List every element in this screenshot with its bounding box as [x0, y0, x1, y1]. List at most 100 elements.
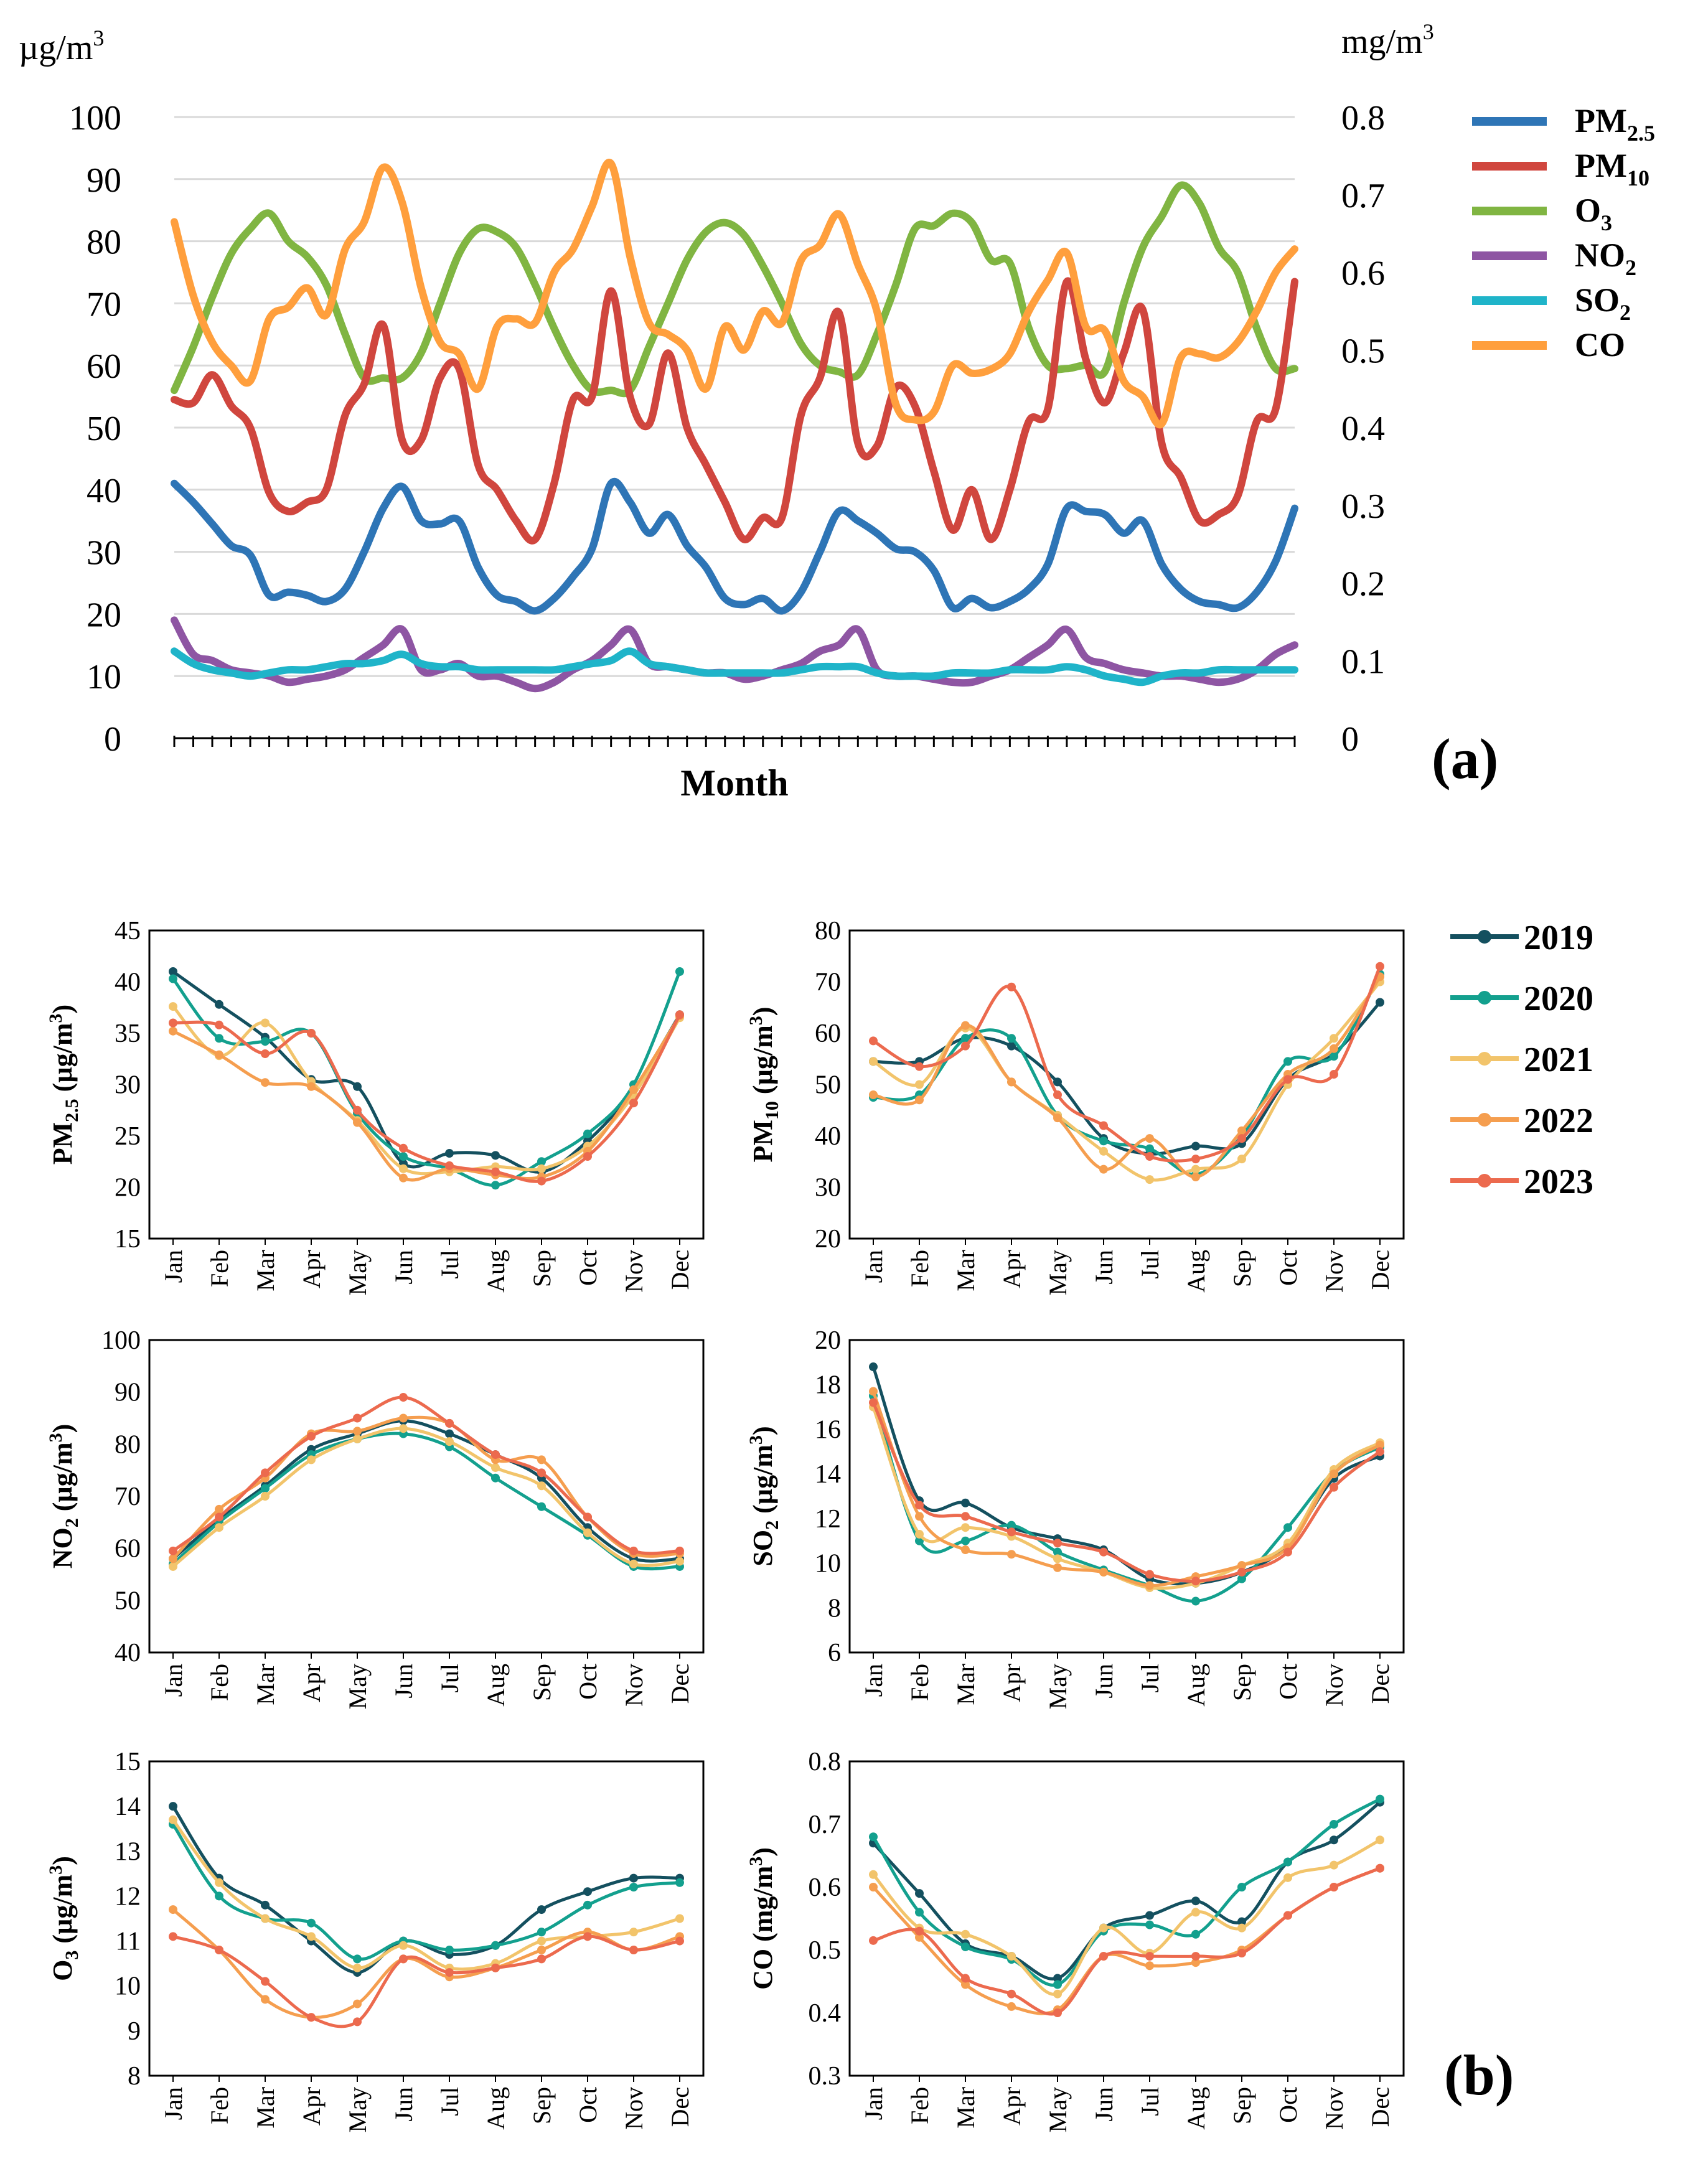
y-title-sup: 3 — [45, 1865, 66, 1875]
series-line-2020 — [172, 1432, 680, 1571]
data-point-2023 — [1330, 1483, 1338, 1492]
data-point-2020 — [537, 1928, 546, 1937]
x-tick-label: Oct — [1274, 2087, 1302, 2123]
data-point-2021 — [1099, 1146, 1108, 1156]
data-point-2021 — [353, 1434, 362, 1443]
y-title-close: ) — [748, 1847, 778, 1857]
data-point-2019 — [1237, 1917, 1246, 1926]
data-point-2019 — [1191, 1896, 1200, 1906]
data-point-2023 — [1053, 1090, 1062, 1099]
data-point-2022 — [915, 1512, 924, 1521]
data-point-2021 — [353, 1963, 362, 1972]
legend-marker — [1478, 1052, 1491, 1066]
x-tick-label: Aug — [482, 2087, 510, 2130]
x-tick-label: Mar — [251, 1250, 279, 1291]
data-point-2021 — [1007, 1952, 1016, 1961]
data-point-2023 — [491, 1963, 500, 1972]
data-point-2023 — [445, 1418, 454, 1428]
legend-sub: 3 — [1601, 210, 1612, 235]
x-tick-label: Oct — [1274, 1250, 1302, 1286]
data-point-2021 — [399, 1424, 408, 1433]
y-tick-label-left: 10 — [87, 658, 121, 696]
series-line-2023 — [873, 1867, 1381, 2016]
data-point-2022 — [961, 1545, 970, 1555]
data-point-2022 — [1007, 1550, 1016, 1559]
series-line-2022 — [172, 1015, 682, 1182]
data-point-2020 — [961, 1034, 970, 1043]
x-tick-label: Feb — [205, 2087, 233, 2124]
data-point-2023 — [353, 2017, 362, 2027]
x-tick-label: Apr — [298, 2087, 326, 2125]
data-point-2021 — [261, 1914, 270, 1923]
data-point-2023 — [915, 1501, 924, 1510]
y-tick-label: 20 — [115, 1174, 141, 1202]
data-point-2020 — [445, 1946, 454, 1954]
data-point-2020 — [869, 1832, 878, 1842]
y-axis-title: CO (mg/m3) — [746, 1847, 778, 1990]
y-title-sub: 2.5 — [62, 1099, 82, 1122]
data-point-2021 — [1191, 1908, 1200, 1917]
y-title-unit: (µg/m — [47, 1023, 78, 1099]
x-tick-label: Jul — [1136, 1664, 1164, 1693]
x-tick-label: Jun — [1090, 1664, 1118, 1699]
y-title-unit: (µg/m — [748, 1445, 778, 1521]
legend-sub: 10 — [1627, 166, 1649, 190]
x-tick-label: Apr — [298, 1664, 326, 1702]
x-tick-label: Jun — [390, 2087, 418, 2122]
data-point-2019 — [1191, 1141, 1200, 1151]
series-line-2021 — [172, 1005, 682, 1176]
y-tick-label: 13 — [115, 1837, 141, 1866]
x-tick-label: Jan — [860, 1250, 888, 1283]
data-point-2023 — [961, 1041, 970, 1051]
y-tick-label: 10 — [815, 1550, 841, 1578]
y-title-sup: 3 — [746, 1857, 766, 1866]
series-line-so2 — [171, 647, 1298, 687]
data-point-2023 — [1191, 1952, 1200, 1961]
data-point-2021 — [1330, 1860, 1338, 1870]
data-point-2023 — [1191, 1155, 1200, 1164]
data-point-2022 — [399, 1413, 408, 1423]
data-point-2023 — [915, 1062, 924, 1071]
series-line-pm25 — [171, 477, 1298, 615]
y-tick-label: 14 — [815, 1460, 841, 1489]
data-point-2021 — [307, 1455, 316, 1465]
series-line-2022 — [871, 1390, 1381, 1587]
y-tick-label-right: 0.2 — [1341, 565, 1385, 604]
data-point-2023 — [961, 1974, 970, 1983]
unit-sup: 3 — [93, 26, 104, 50]
y-tick-label: 100 — [101, 1326, 141, 1355]
data-point-2023 — [869, 1936, 878, 1945]
x-tick-label: Jul — [436, 1664, 464, 1693]
data-point-2021 — [399, 1941, 408, 1950]
x-tick-label: Nov — [620, 1250, 648, 1293]
y-tick-label: 18 — [815, 1371, 841, 1400]
y-tick-label: 70 — [815, 968, 841, 997]
data-point-2022 — [1053, 1563, 1062, 1572]
data-point-2021 — [675, 1557, 684, 1566]
y-title-sup: 3 — [746, 1435, 766, 1445]
x-tick-label: Nov — [1320, 2087, 1348, 2130]
data-point-2021 — [1191, 1165, 1200, 1174]
data-point-2020 — [1053, 1547, 1062, 1557]
data-point-2021 — [961, 1523, 970, 1532]
y-title-unit: (mg/m — [748, 1866, 778, 1949]
y-tick-label: 12 — [115, 1882, 141, 1911]
data-point-2021 — [215, 1523, 223, 1532]
x-tick-label: Jan — [860, 2087, 888, 2120]
data-point-2023 — [399, 1143, 408, 1153]
x-tick-label: Mar — [251, 2087, 279, 2129]
data-point-2021 — [169, 1002, 177, 1011]
data-point-2023 — [307, 1029, 316, 1038]
data-point-2020 — [1007, 1034, 1016, 1043]
y-tick-label: 16 — [815, 1415, 841, 1444]
data-point-2021 — [537, 1164, 546, 1173]
legend-marker — [1478, 1174, 1491, 1188]
data-point-2023 — [1007, 1989, 1016, 1999]
series-line-2019 — [871, 1366, 1381, 1586]
y-tick-label: 20 — [815, 1225, 841, 1254]
data-point-2021 — [1376, 1835, 1384, 1845]
series-line-2021 — [871, 1406, 1381, 1590]
y-title-unit: (µg/m — [47, 1875, 78, 1951]
data-point-2023 — [1053, 1539, 1062, 1548]
